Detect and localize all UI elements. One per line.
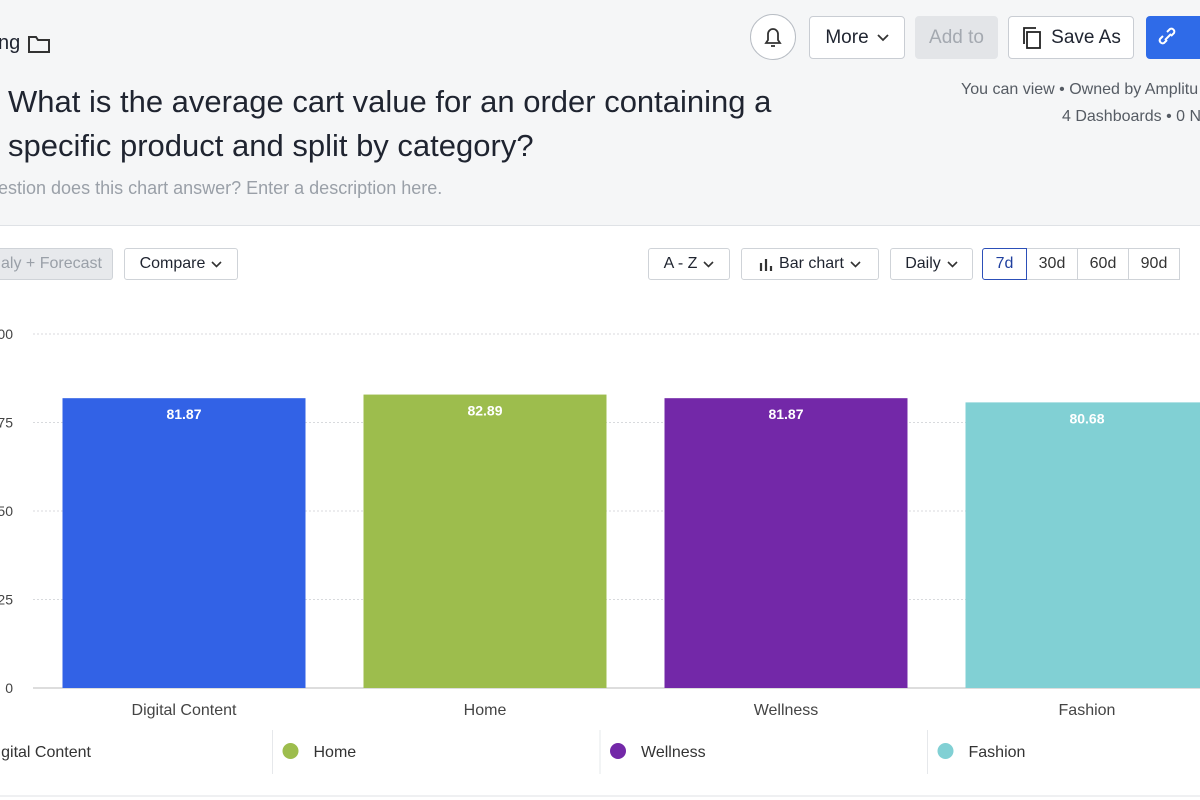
ownership: You can view • Owned by Amplitu <box>961 81 1199 98</box>
legend-label: Wellness <box>641 744 706 761</box>
more-button[interactable]: More <box>809 16 905 59</box>
sort-button[interactable]: A - Z <box>648 248 730 280</box>
x-tick-label: Fashion <box>1059 702 1116 719</box>
legend-swatch <box>282 743 299 759</box>
value-label: 80.68 <box>1069 410 1104 426</box>
breadcrumb[interactable]: ng <box>0 32 21 54</box>
range-button[interactable]: 90d <box>1128 248 1180 280</box>
chevron <box>850 260 861 268</box>
link-icon <box>1158 27 1176 45</box>
copy-icon <box>1023 26 1042 49</box>
bar <box>664 398 908 688</box>
folder-icon <box>28 36 50 53</box>
legend-swatch <box>610 743 626 759</box>
button-label: Daily <box>905 255 941 272</box>
x-tick-label: Home <box>464 702 507 719</box>
button-label: Save As <box>1051 26 1121 48</box>
chevron <box>211 260 222 268</box>
chart: 0 25 50 75 100 Digital Content 81.87 Digital Co… <box>0 326 1200 797</box>
range-button[interactable]: 30d <box>1026 248 1078 280</box>
bar <box>965 402 1200 688</box>
x-tick-label: Digital Content <box>132 702 238 719</box>
range-group: 7d 30d 60d 90d <box>982 248 1180 280</box>
bar <box>62 398 306 688</box>
x-tick-label: Wellness <box>754 702 819 719</box>
range-button[interactable]: 7d <box>982 248 1027 280</box>
button-label: Compare <box>139 255 206 272</box>
stats: 4 Dashboards • 0 N <box>1062 108 1200 125</box>
chevron <box>703 260 714 268</box>
y-tick-label: 0 <box>5 680 13 696</box>
bell-icon <box>764 28 782 47</box>
value-label: 81.87 <box>166 406 201 422</box>
y-tick-label: 25 <box>0 592 13 608</box>
value-label: 81.87 <box>768 406 803 422</box>
value-label: 82.89 <box>467 403 502 419</box>
y-tick-label: 100 <box>0 326 13 342</box>
legend-swatch <box>937 743 954 759</box>
add-to-button[interactable]: Add to <box>915 16 998 59</box>
legend-label: Digital Content <box>0 744 92 761</box>
legend-label: Home <box>314 744 357 761</box>
save-as-button[interactable]: Save As <box>1008 16 1134 59</box>
bar <box>363 394 607 688</box>
range-button[interactable]: 60d <box>1077 248 1129 280</box>
notify-button[interactable] <box>750 14 796 60</box>
button-label: More <box>825 26 869 48</box>
chart-type-button[interactable]: Bar chart <box>741 248 879 280</box>
share-link-button[interactable] <box>1146 16 1200 59</box>
compare-button[interactable]: Compare <box>124 248 238 280</box>
interval-button[interactable]: Daily <box>890 248 973 280</box>
chart-title[interactable]: What is the average cart value for an or… <box>8 84 772 163</box>
legend-label: Fashion <box>969 744 1026 761</box>
bar-icon <box>759 259 773 271</box>
chevron <box>877 33 889 41</box>
y-tick-label: 50 <box>0 503 13 519</box>
description[interactable]: estion does this chart answer? Enter a d… <box>0 178 443 198</box>
forecast-button[interactable]: aly + Forecast <box>0 248 113 280</box>
button-label: A - Z <box>663 255 698 272</box>
header: ng What is the average cart value for an… <box>0 0 1200 226</box>
chevron <box>947 260 958 268</box>
button-label: Bar chart <box>779 255 844 272</box>
y-tick-label: 75 <box>0 415 13 431</box>
